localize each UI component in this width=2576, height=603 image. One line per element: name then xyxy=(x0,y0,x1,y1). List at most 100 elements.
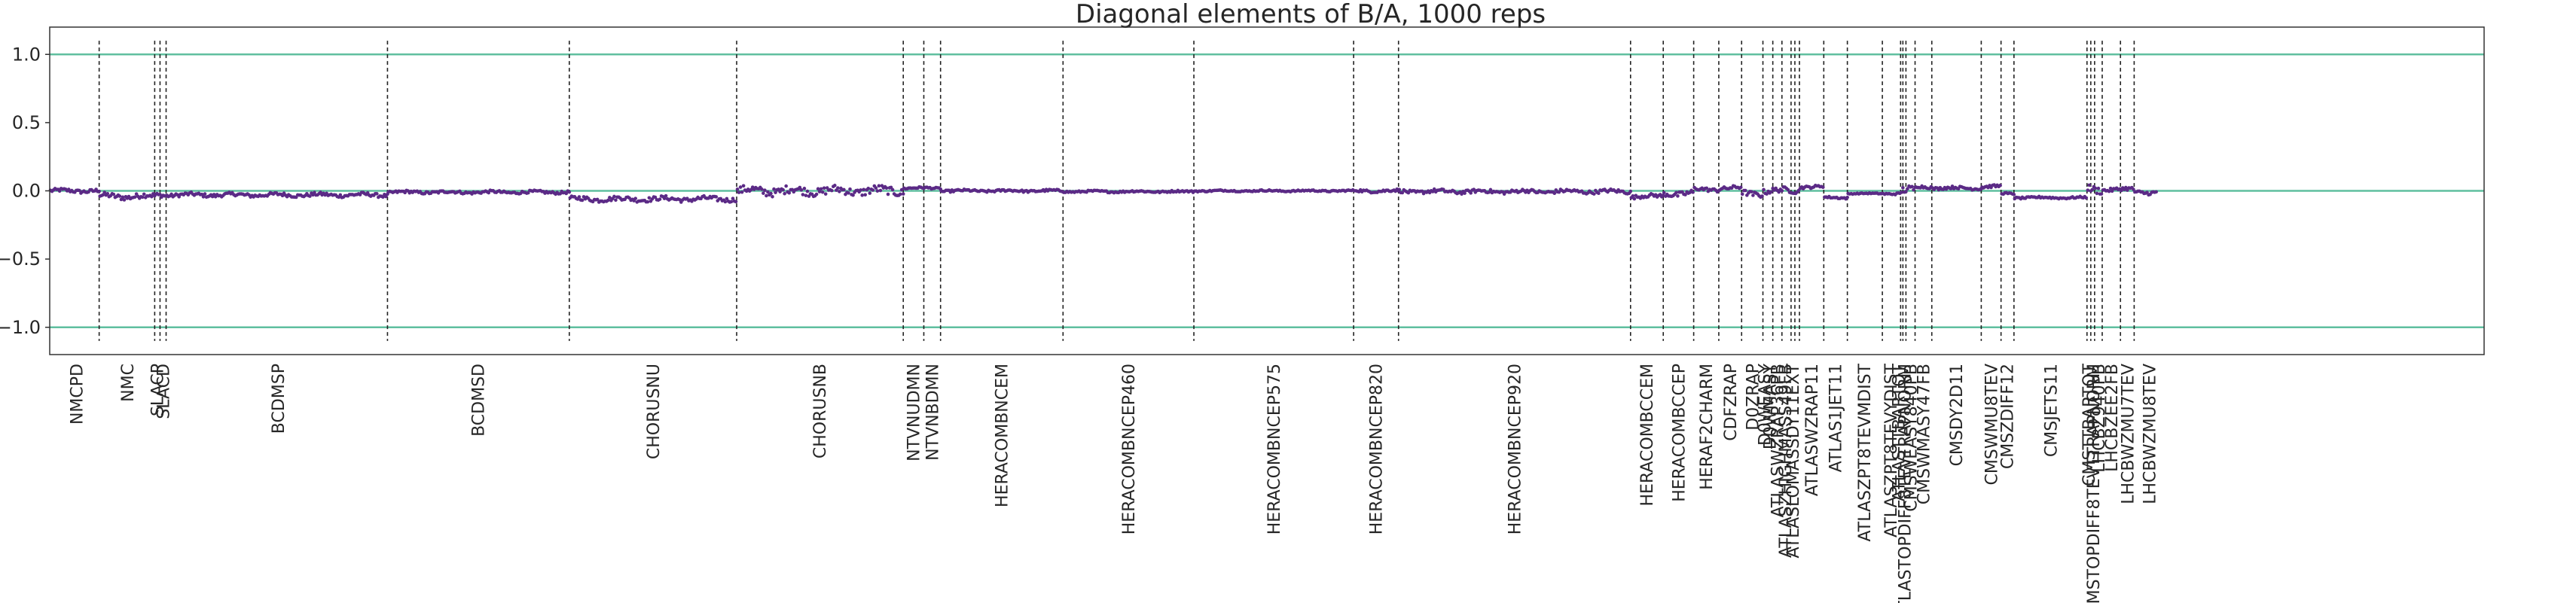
data-point xyxy=(203,192,207,196)
data-point xyxy=(802,187,807,190)
data-point xyxy=(783,191,786,196)
data-point xyxy=(118,194,122,198)
dataset-label: CMSTTBARTOT xyxy=(2080,363,2099,486)
data-point xyxy=(2012,193,2016,196)
data-point xyxy=(1674,190,1678,195)
data-point xyxy=(741,184,746,188)
data-point xyxy=(1488,187,1493,192)
data-point xyxy=(1691,190,1695,194)
data-point xyxy=(863,193,868,197)
data-point xyxy=(866,186,871,190)
data-point xyxy=(798,185,802,190)
data-point xyxy=(778,190,782,193)
data-point xyxy=(814,192,819,196)
dataset-label: CMSWEASY840PB xyxy=(1902,364,1921,512)
dataset-label: ATLASWZRAP11 xyxy=(1803,364,1822,496)
data-point xyxy=(1597,191,1601,196)
dataset-label: HERACOMBNCEP920 xyxy=(1506,364,1525,534)
dataset-label: ATLASZPT8TEVMDIST xyxy=(1856,363,1875,541)
data-point xyxy=(633,196,637,200)
data-point xyxy=(1552,191,1557,196)
data-point xyxy=(121,195,125,199)
dataset-label: HERACOMBCCEP xyxy=(1670,364,1689,502)
dataset-label: HERACOMBNCEP575 xyxy=(1265,364,1284,534)
data-point xyxy=(647,196,652,200)
data-point xyxy=(2084,196,2089,200)
dataset-label: CHORUSNU xyxy=(645,364,664,459)
dataset-label: LHCBWZMU7TEV xyxy=(2119,364,2138,504)
y-axis-ticks: 1.0 0.5 0.0 −0.5 −1.0 xyxy=(0,44,50,338)
y-tick-label: 1.0 xyxy=(12,44,41,65)
dataset-label: NMCPD xyxy=(68,364,87,425)
data-point xyxy=(1765,192,1769,196)
data-point xyxy=(842,187,846,192)
data-point xyxy=(308,194,312,198)
data-point xyxy=(772,187,776,191)
data-point xyxy=(862,187,865,192)
data-point xyxy=(848,187,852,191)
data-points xyxy=(48,183,2158,204)
dataset-label: LHCBZEE2FB xyxy=(2103,364,2122,472)
data-point xyxy=(201,195,206,199)
data-point xyxy=(105,191,110,196)
data-point xyxy=(1432,187,1436,191)
data-point xyxy=(1821,185,1825,190)
data-point xyxy=(1662,190,1666,195)
data-point xyxy=(577,195,581,199)
data-point xyxy=(774,190,777,194)
data-point xyxy=(1743,188,1747,193)
data-point xyxy=(338,193,343,197)
data-point xyxy=(886,192,890,196)
data-point xyxy=(97,189,101,193)
data-point xyxy=(822,186,826,190)
data-point xyxy=(122,198,127,202)
data-point xyxy=(805,189,810,193)
data-point xyxy=(102,190,107,194)
dataset-label: ATLASWZRAP36PB xyxy=(1769,364,1788,517)
data-point xyxy=(820,190,825,194)
data-point xyxy=(140,195,145,199)
dataset-label: ATLASZHIGHMASS49FB xyxy=(1777,364,1796,558)
data-point xyxy=(595,197,600,202)
data-point xyxy=(884,186,889,190)
data-point xyxy=(829,188,834,193)
data-point xyxy=(1751,193,1755,197)
data-point xyxy=(1738,185,1743,190)
data-point xyxy=(1912,187,1915,192)
dataset-label: CDFZRAP xyxy=(1722,364,1741,441)
dataset-label: NTVNUDMN xyxy=(905,364,923,461)
data-point xyxy=(868,191,872,195)
dataset-label: HERACOMBNCEM xyxy=(993,364,1012,507)
data-point xyxy=(2119,188,2123,193)
data-point xyxy=(823,192,828,196)
data-point xyxy=(1900,190,1903,194)
dataset-label: CMSDY2D11 xyxy=(1948,364,1967,466)
data-point xyxy=(729,199,734,204)
data-point xyxy=(714,195,719,199)
data-point xyxy=(765,193,768,198)
dataset-label: HERACOMBNCEP460 xyxy=(1120,364,1139,534)
data-point xyxy=(1632,196,1637,201)
data-point xyxy=(142,192,146,196)
data-point xyxy=(781,187,785,192)
data-point xyxy=(784,184,788,188)
dataset-label: ATLASTOPDIFF8TEVTRAPNORM xyxy=(1896,364,1915,603)
data-point xyxy=(1762,187,1766,192)
data-point xyxy=(150,194,154,199)
dataset-label: ATLASZPT8TEVYDIST xyxy=(1882,363,1901,538)
dataset-label: NTVNBDMN xyxy=(924,364,943,461)
data-point xyxy=(133,195,137,199)
data-point xyxy=(1904,190,1908,193)
dataset-label: CMSJETS11 xyxy=(2042,364,2061,457)
data-point xyxy=(1760,194,1764,198)
data-point xyxy=(860,193,864,197)
data-point xyxy=(1683,193,1687,196)
data-point xyxy=(723,199,728,204)
data-point xyxy=(280,193,285,198)
data-point xyxy=(771,194,774,199)
data-point xyxy=(762,191,765,195)
data-point xyxy=(319,190,322,194)
data-point xyxy=(2099,192,2104,196)
